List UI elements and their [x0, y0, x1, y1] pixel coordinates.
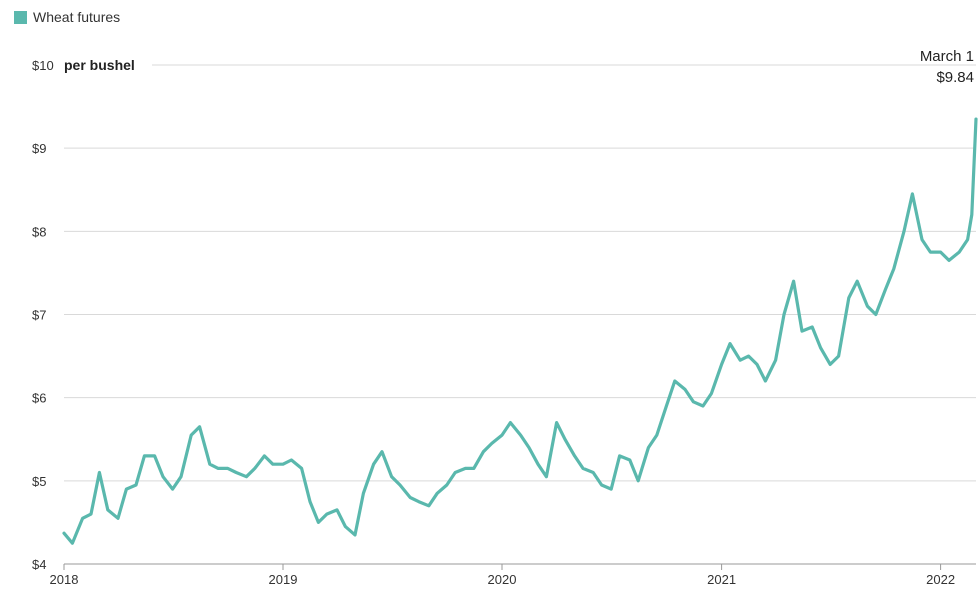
- y-axis-ticks: $4 $5 $6 $7 $8 $9 $10: [32, 58, 54, 572]
- y-tick-label: $7: [32, 308, 46, 323]
- legend: Wheat futures: [14, 9, 120, 25]
- y-tick-label: $5: [32, 474, 46, 489]
- x-tick-label: 2020: [488, 572, 517, 587]
- annotation-date: March 1: [920, 48, 974, 65]
- x-tick-label: 2019: [269, 572, 298, 587]
- y-tick-label: $6: [32, 391, 46, 406]
- x-axis-ticks: 2018 2019 2020 2021 2022: [50, 564, 955, 587]
- y-tick-label: $8: [32, 224, 46, 239]
- legend-label: Wheat futures: [33, 9, 121, 25]
- y-tick-label: $9: [32, 141, 46, 156]
- x-tick-label: 2018: [50, 572, 79, 587]
- y-axis-unit-label: per bushel: [64, 57, 135, 73]
- x-tick-label: 2021: [707, 572, 736, 587]
- legend-swatch: [14, 10, 27, 24]
- annotation-value: $9.84: [936, 69, 974, 86]
- gridlines: [64, 64, 976, 565]
- series-line-wheat-futures: [62, 117, 978, 545]
- x-tick-label: 2022: [926, 572, 955, 587]
- y-tick-label: $10: [32, 58, 54, 73]
- y-tick-label: $4: [32, 557, 46, 572]
